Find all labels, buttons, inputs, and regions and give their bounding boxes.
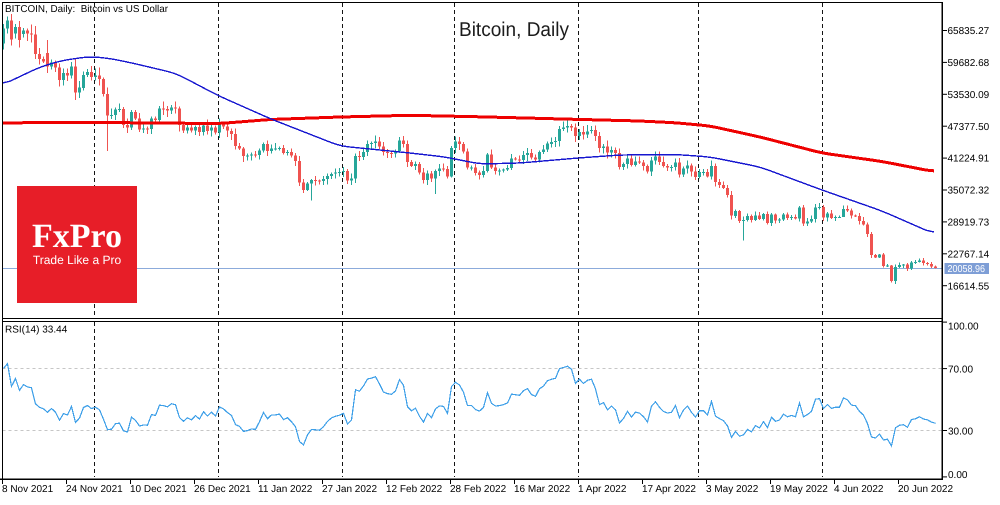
svg-text:16 Mar 2022: 16 Mar 2022	[514, 484, 571, 495]
svg-text:41224.91: 41224.91	[948, 154, 990, 165]
svg-text:19 May 2022: 19 May 2022	[770, 484, 828, 495]
svg-text:70.00: 70.00	[948, 365, 973, 376]
svg-text:20 Jun 2022: 20 Jun 2022	[898, 484, 953, 495]
svg-text:28 Feb 2022: 28 Feb 2022	[450, 484, 507, 495]
svg-text:53530.09: 53530.09	[948, 90, 990, 101]
svg-text:59682.68: 59682.68	[948, 58, 990, 69]
svg-text:11 Jan 2022: 11 Jan 2022	[258, 484, 313, 495]
svg-text:0.00: 0.00	[948, 470, 968, 481]
svg-text:20058.96: 20058.96	[948, 264, 986, 275]
svg-text:Trade Like a Pro: Trade Like a Pro	[33, 253, 122, 267]
svg-text:17 Apr 2022: 17 Apr 2022	[642, 484, 696, 495]
svg-text:22767.14: 22767.14	[948, 249, 990, 260]
svg-text:27 Jan 2022: 27 Jan 2022	[322, 484, 377, 495]
svg-text:8 Nov 2021: 8 Nov 2021	[2, 484, 54, 495]
svg-text:3 May 2022: 3 May 2022	[706, 484, 759, 495]
svg-text:100.00: 100.00	[948, 322, 979, 333]
svg-text:16614.55: 16614.55	[948, 281, 990, 292]
svg-text:47377.50: 47377.50	[948, 122, 990, 133]
svg-text:65835.27: 65835.27	[948, 26, 990, 37]
svg-text:1 Apr 2022: 1 Apr 2022	[578, 484, 627, 495]
svg-text:Bitcoin, Daily: Bitcoin, Daily	[459, 19, 569, 41]
svg-text:35072.32: 35072.32	[948, 186, 990, 197]
svg-text:FxPro: FxPro	[32, 218, 122, 255]
svg-text:BITCOIN, Daily: Bitcoin vs US: BITCOIN, Daily: Bitcoin vs US Dollar	[5, 4, 169, 15]
svg-text:24 Nov 2021: 24 Nov 2021	[66, 484, 123, 495]
svg-text:26 Dec 2021: 26 Dec 2021	[194, 484, 251, 495]
svg-text:4 Jun 2022: 4 Jun 2022	[834, 484, 884, 495]
svg-text:RSI(14) 33.44: RSI(14) 33.44	[5, 325, 68, 336]
svg-text:10 Dec 2021: 10 Dec 2021	[130, 484, 187, 495]
svg-text:28919.73: 28919.73	[948, 218, 990, 229]
svg-text:30.00: 30.00	[948, 427, 973, 438]
svg-text:12 Feb 2022: 12 Feb 2022	[386, 484, 443, 495]
